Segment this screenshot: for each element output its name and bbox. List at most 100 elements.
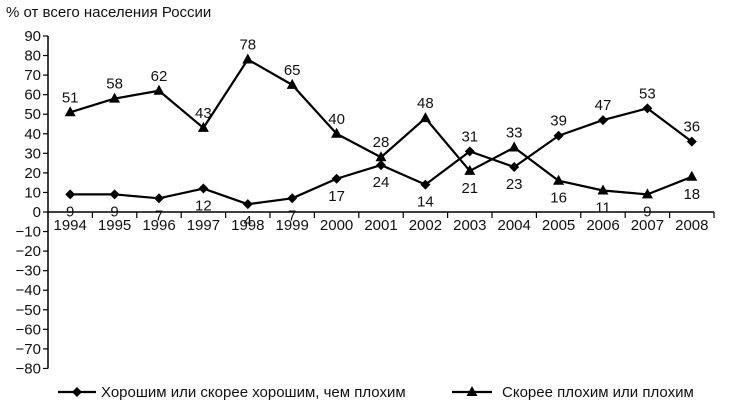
y-tick-label: 60 [24,87,41,104]
data-label: 31 [461,128,478,145]
data-label: 40 [328,111,345,128]
data-point [375,151,387,162]
y-tick-labels: 90 80 70 60 50 40 30 20 10 0 −10 −20 −30 −40 −50 −60 −70… [16,28,41,377]
data-point [686,170,698,181]
data-label: 18 [683,186,700,203]
x-tick-label: 1997 [187,217,220,234]
y-tick-label: −80 [16,360,41,377]
data-point [376,160,386,171]
data-label: 47 [595,97,612,114]
y-tick-label: −50 [16,302,41,319]
x-tick-label: 2003 [453,217,486,234]
data-label: 7 [288,207,296,224]
data-label: 48 [417,95,434,112]
x-tick-label: 2001 [364,217,397,234]
data-point [198,183,209,194]
x-tick-label: 1996 [142,217,175,234]
y-tick-label: −40 [16,282,41,299]
y-tick-label: −60 [16,321,41,338]
data-label: 9 [110,203,118,220]
data-point [287,193,298,204]
y-tick-label: 10 [24,184,41,201]
data-point [331,173,342,184]
data-point [641,188,653,199]
data-label: 53 [639,85,656,102]
y-tick-label: 70 [24,67,41,84]
data-label: 17 [328,188,345,205]
y-tick-label: 30 [24,145,41,162]
legend: Хорошим или скорее хорошим, чем плохим Ск… [58,384,694,401]
data-point [153,84,165,95]
y-tick-label: 40 [24,126,41,143]
data-label: 43 [195,105,212,122]
data-label: 33 [506,124,523,141]
data-label: 24 [373,174,390,191]
data-point [242,199,253,210]
data-point [464,164,476,175]
x-tick-label: 2005 [542,217,575,234]
x-tick-label: 2004 [498,217,531,234]
data-point [686,136,697,147]
y-tick-label: −20 [16,243,41,260]
legend-label: Хорошим или скорее хорошим, чем плохим [101,384,406,401]
y-tick-label: 20 [24,165,41,182]
x-tick-label: 2007 [631,217,664,234]
data-label: 58 [106,76,123,93]
data-label: 23 [506,176,523,193]
y-tick-label: 50 [24,106,41,123]
data-point [419,112,431,123]
data-label: 7 [155,207,163,224]
data-label: 62 [151,68,168,85]
data-point [242,53,254,64]
data-point [553,130,564,141]
data-point [286,78,298,89]
series-markers [64,53,698,210]
data-label: 65 [284,62,301,79]
y-tick-label: 90 [24,28,41,45]
data-point [109,189,120,200]
chart-title: % от всего населения России [6,4,212,21]
data-point [420,179,431,190]
data-point [508,141,520,152]
data-point [109,92,121,103]
data-label: 16 [550,190,567,207]
x-tick-label: 2008 [675,217,708,234]
x-tick-label: 1999 [276,217,309,234]
data-point [598,115,608,126]
data-labels: 9 51 9 58 7 62 12 43 4 78 7 65 17 40 24 28 14 48 31 21 23 33 3… [62,36,700,230]
triangle-marker-icon [466,386,478,396]
y-tick-label: −10 [16,224,41,241]
y-tick-label: −70 [16,341,41,358]
legend-label: Скорее плохим или плохим [502,384,694,401]
data-label: 21 [461,180,478,197]
x-tick-label: 1998 [231,217,264,234]
data-point [642,103,653,114]
data-label: 78 [239,36,256,53]
data-label: 9 [643,203,651,220]
data-point [64,106,76,117]
x-tick-label: 1995 [98,217,131,234]
data-label: 39 [550,113,567,130]
data-label: 9 [66,203,74,220]
data-point [553,174,565,185]
data-label: 51 [62,89,79,106]
data-point [65,189,76,200]
axes [43,35,715,370]
data-point [331,127,343,138]
diamond-marker-icon [72,387,82,397]
x-tick-labels: 1994 1995 1996 1997 1998 1999 2000 2001 2002 2003… [54,217,709,234]
data-point [197,121,209,132]
data-point [464,146,475,157]
y-tick-label: −30 [16,263,41,280]
x-tick-label: 2002 [409,217,442,234]
data-label: 36 [683,119,700,136]
x-tick-label: 2000 [320,217,353,234]
data-point [154,193,164,204]
data-label: 14 [417,194,434,211]
x-tick-label: 1994 [54,217,87,234]
data-label: 11 [595,199,611,216]
x-tick-label: 2006 [586,217,619,234]
y-tick-label: 0 [33,204,41,221]
y-tick-label: 80 [24,48,41,65]
